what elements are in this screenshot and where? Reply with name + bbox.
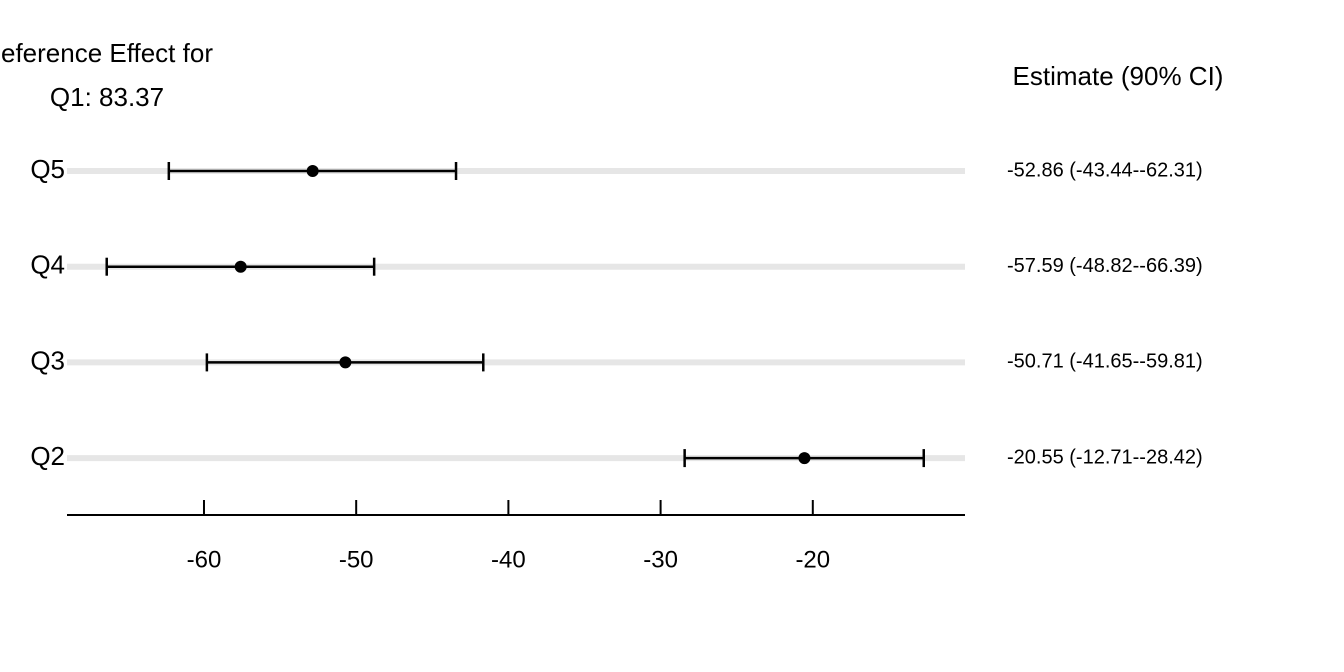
point-estimate [798,452,811,465]
point-estimate [234,260,247,273]
row-label: Q3 [30,345,65,375]
point-estimate [339,356,352,369]
value-label: -50.71 (-41.65--59.81) [1007,351,1203,373]
x-tick-label: -20 [795,546,830,573]
chart-title: eference Effect for [1,38,213,68]
point-estimate [306,165,319,177]
value-label: -57.59 (-48.82--66.39) [1007,255,1203,277]
column-header: Estimate (90% CI) [1013,61,1224,91]
x-tick-label: -60 [187,546,222,573]
value-label: -20.55 (-12.71--28.42) [1007,446,1203,468]
value-label: -52.86 (-43.44--62.31) [1007,159,1203,181]
row-label: Q5 [30,154,65,184]
row-label: Q2 [30,441,65,471]
row-label: Q4 [30,250,65,280]
x-tick-label: -50 [339,546,374,573]
x-tick-label: -40 [491,546,526,573]
x-tick-label: -30 [643,546,678,573]
chart-title: Q1: 83.37 [50,82,164,112]
